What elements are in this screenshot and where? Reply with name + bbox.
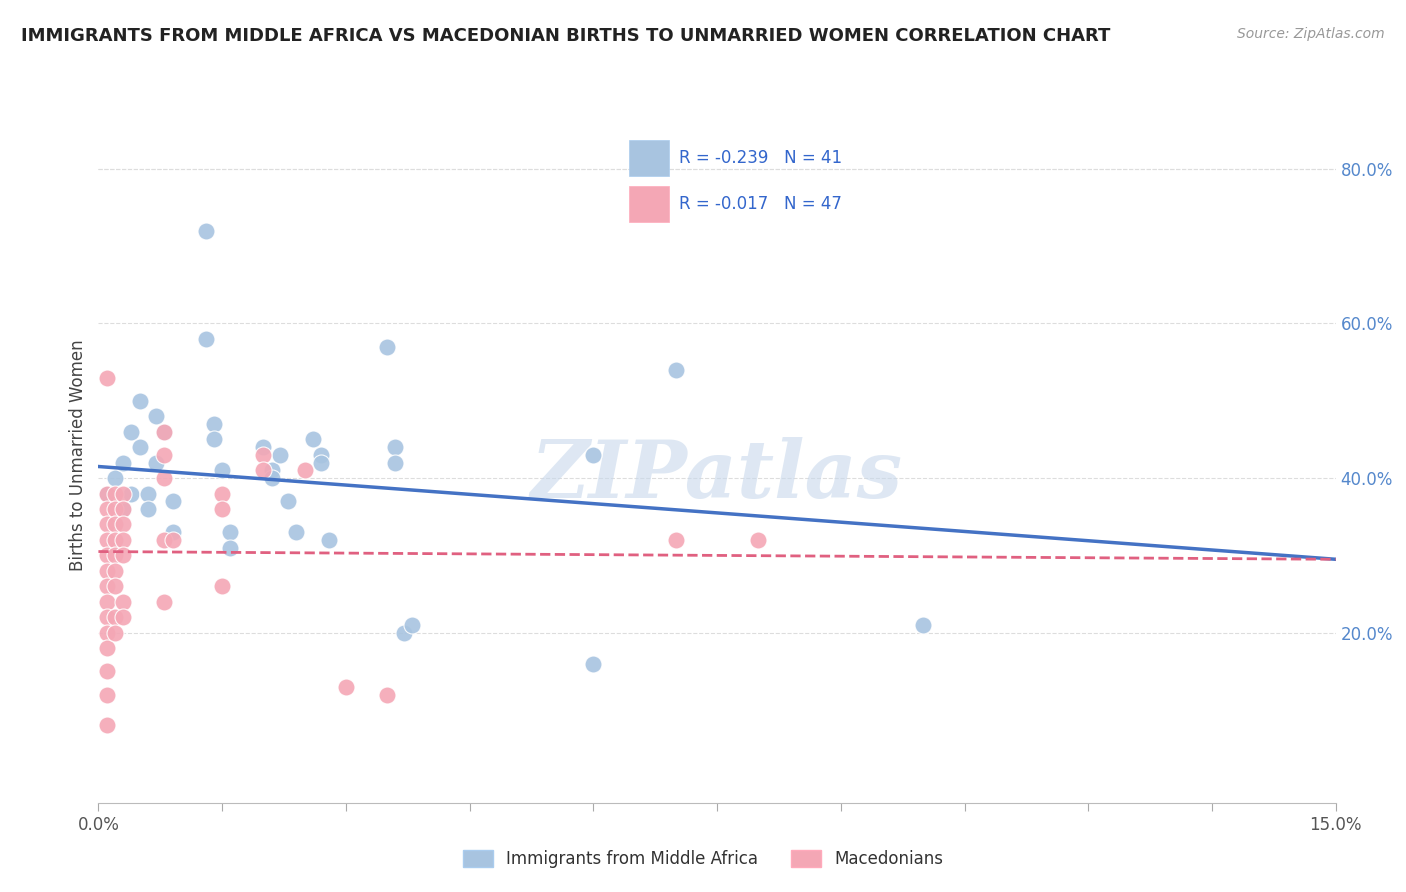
Point bbox=[112, 517, 135, 532]
Legend: Immigrants from Middle Africa, Macedonians: Immigrants from Middle Africa, Macedonia… bbox=[456, 843, 950, 875]
Point bbox=[153, 471, 176, 485]
Point bbox=[375, 340, 398, 354]
Point bbox=[120, 425, 142, 439]
Point bbox=[252, 440, 274, 454]
Point bbox=[318, 533, 340, 547]
Point bbox=[335, 680, 357, 694]
Point bbox=[582, 448, 605, 462]
Point bbox=[104, 564, 127, 578]
Point bbox=[136, 502, 159, 516]
Point bbox=[194, 332, 217, 346]
Point bbox=[309, 456, 332, 470]
Point bbox=[912, 618, 935, 632]
Point bbox=[96, 564, 118, 578]
Point bbox=[104, 625, 127, 640]
Bar bbox=[628, 186, 669, 221]
Point bbox=[260, 463, 283, 477]
Point bbox=[96, 610, 118, 624]
Point bbox=[104, 533, 127, 547]
Text: Source: ZipAtlas.com: Source: ZipAtlas.com bbox=[1237, 27, 1385, 41]
Text: IMMIGRANTS FROM MIDDLE AFRICA VS MACEDONIAN BIRTHS TO UNMARRIED WOMEN CORRELATIO: IMMIGRANTS FROM MIDDLE AFRICA VS MACEDON… bbox=[21, 27, 1111, 45]
Point bbox=[136, 486, 159, 500]
Point bbox=[96, 718, 118, 732]
Point bbox=[128, 440, 150, 454]
Point bbox=[582, 657, 605, 671]
Point bbox=[128, 393, 150, 408]
Point bbox=[252, 448, 274, 462]
Point bbox=[104, 517, 127, 532]
Point bbox=[211, 502, 233, 516]
Point bbox=[665, 533, 688, 547]
Point bbox=[96, 549, 118, 563]
Point bbox=[104, 579, 127, 593]
Text: ZIPatlas: ZIPatlas bbox=[531, 437, 903, 515]
Point bbox=[104, 549, 127, 563]
Point bbox=[104, 486, 127, 500]
Point bbox=[96, 641, 118, 656]
Point bbox=[747, 533, 769, 547]
Point bbox=[309, 448, 332, 462]
Point bbox=[112, 533, 135, 547]
Point bbox=[96, 579, 118, 593]
Point bbox=[202, 417, 225, 431]
Point bbox=[194, 224, 217, 238]
Point bbox=[112, 549, 135, 563]
Point bbox=[96, 665, 118, 679]
Point bbox=[96, 595, 118, 609]
Point bbox=[392, 625, 415, 640]
Point bbox=[112, 486, 135, 500]
Point bbox=[219, 525, 242, 540]
Point bbox=[162, 533, 184, 547]
Point bbox=[202, 433, 225, 447]
Point bbox=[104, 502, 127, 516]
Text: R = -0.239   N = 41: R = -0.239 N = 41 bbox=[679, 149, 842, 167]
Bar bbox=[628, 139, 669, 176]
Point bbox=[153, 595, 176, 609]
Point bbox=[112, 456, 135, 470]
Point bbox=[153, 425, 176, 439]
Point bbox=[277, 494, 299, 508]
Point bbox=[153, 448, 176, 462]
Point bbox=[96, 533, 118, 547]
Point bbox=[145, 409, 167, 424]
Point bbox=[384, 456, 406, 470]
Point bbox=[665, 363, 688, 377]
Text: R = -0.017   N = 47: R = -0.017 N = 47 bbox=[679, 195, 842, 213]
Point bbox=[211, 463, 233, 477]
Point bbox=[162, 525, 184, 540]
Point bbox=[112, 502, 135, 516]
Point bbox=[104, 471, 127, 485]
Point bbox=[375, 688, 398, 702]
Point bbox=[294, 463, 316, 477]
Point bbox=[384, 440, 406, 454]
Point bbox=[96, 370, 118, 384]
Point bbox=[401, 618, 423, 632]
Point bbox=[269, 448, 291, 462]
Point bbox=[112, 595, 135, 609]
Point bbox=[153, 425, 176, 439]
Point bbox=[120, 486, 142, 500]
Point bbox=[252, 463, 274, 477]
Point bbox=[219, 541, 242, 555]
Point bbox=[260, 471, 283, 485]
Point bbox=[96, 688, 118, 702]
Point bbox=[302, 433, 325, 447]
Point bbox=[162, 494, 184, 508]
Point bbox=[104, 610, 127, 624]
Point bbox=[285, 525, 308, 540]
Point bbox=[112, 502, 135, 516]
Point bbox=[145, 456, 167, 470]
Point bbox=[96, 486, 118, 500]
Point bbox=[96, 486, 118, 500]
Point bbox=[211, 579, 233, 593]
Point bbox=[96, 502, 118, 516]
Point bbox=[211, 486, 233, 500]
Point bbox=[96, 625, 118, 640]
Y-axis label: Births to Unmarried Women: Births to Unmarried Women bbox=[69, 339, 87, 571]
Point bbox=[112, 610, 135, 624]
Point bbox=[96, 517, 118, 532]
Point bbox=[153, 533, 176, 547]
